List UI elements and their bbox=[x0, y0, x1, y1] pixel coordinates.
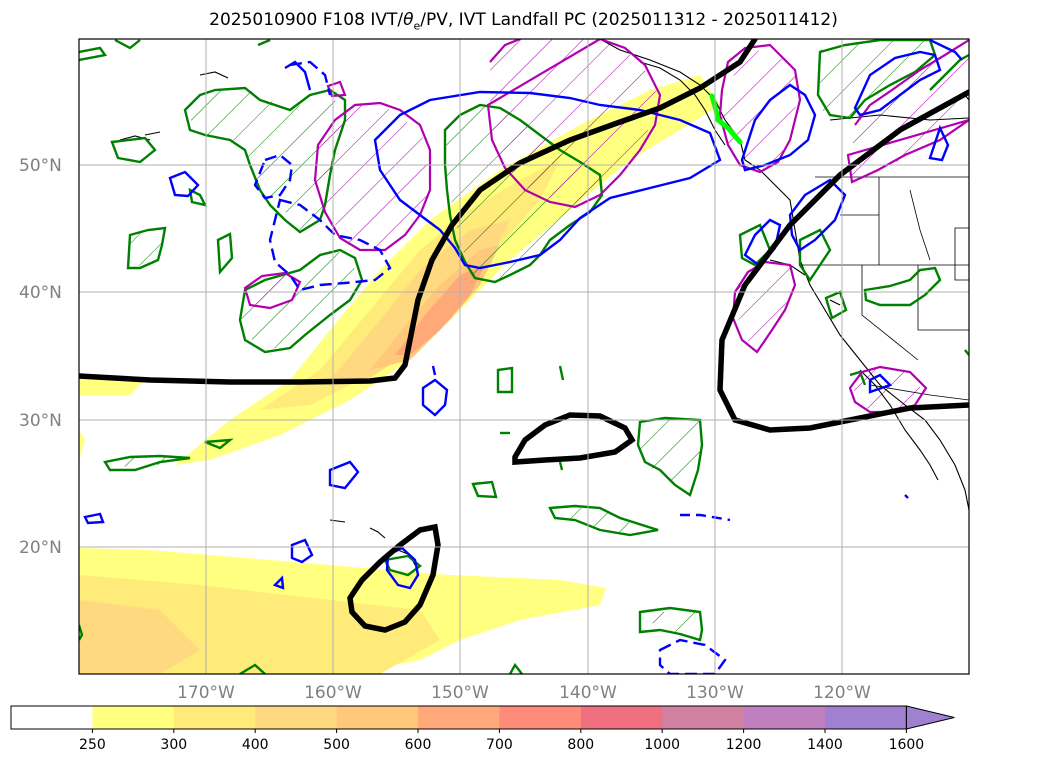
lat-tick: 30°N bbox=[19, 411, 62, 431]
colorbar-tick-label: 1600 bbox=[889, 737, 925, 753]
colorbar-tick-label: 600 bbox=[405, 737, 432, 753]
colorbar-tick-label: 300 bbox=[160, 737, 187, 753]
colorbar-tick-label: 1000 bbox=[644, 737, 680, 753]
colorbar-segment bbox=[92, 706, 175, 729]
colorbar-tick-label: 1200 bbox=[726, 737, 762, 753]
lon-tick: 150°W bbox=[431, 683, 489, 703]
colorbar-segment bbox=[255, 706, 338, 729]
theta-contours bbox=[79, 39, 969, 674]
lat-tick: 40°N bbox=[19, 283, 62, 303]
colorbar-segment bbox=[499, 706, 582, 729]
lat-tick-labels: 20°N 30°N 40°N 50°N bbox=[19, 156, 62, 558]
colorbar-segment bbox=[418, 706, 500, 729]
colorbar-tick-label: 500 bbox=[323, 737, 350, 753]
colorbar-outline bbox=[10, 705, 907, 730]
pv-contours bbox=[83, 39, 963, 674]
colorbar-segment bbox=[11, 706, 93, 729]
colorbar-segment bbox=[662, 706, 745, 729]
colorbar-segment bbox=[743, 706, 826, 729]
colorbar-segment bbox=[336, 706, 419, 729]
colorbar-tick-label: 250 bbox=[79, 737, 106, 753]
colorbar-segment bbox=[580, 706, 663, 729]
chart-title: 2025010900 F108 IVT/θe/PV, IVT Landfall … bbox=[209, 10, 838, 33]
colorbar-tick-label: 400 bbox=[242, 737, 269, 753]
lon-tick: 140°W bbox=[559, 683, 617, 703]
lon-tick: 120°W bbox=[813, 683, 871, 703]
colorbar-extend-arrow bbox=[905, 705, 955, 730]
colorbar-segment bbox=[825, 706, 907, 729]
lon-tick-labels: 170°W 160°W 150°W 140°W 130°W 120°W bbox=[177, 683, 871, 703]
colorbar: 250 300 400 500 600 700 800 1000 1200 1400 1600 bbox=[10, 705, 955, 753]
gridlines bbox=[79, 39, 969, 674]
colorbar-tick-label: 800 bbox=[567, 737, 594, 753]
lon-tick: 130°W bbox=[686, 683, 744, 703]
colorbar-tick-label: 1400 bbox=[807, 737, 843, 753]
colorbar-segment bbox=[173, 706, 256, 729]
map-frame bbox=[78, 38, 970, 675]
lon-tick: 160°W bbox=[304, 683, 362, 703]
lon-tick: 170°W bbox=[177, 683, 235, 703]
pc-lines bbox=[79, 39, 969, 633]
colorbar-tick-label: 700 bbox=[486, 737, 513, 753]
lat-tick: 50°N bbox=[19, 156, 62, 176]
lat-tick: 20°N bbox=[19, 538, 62, 558]
